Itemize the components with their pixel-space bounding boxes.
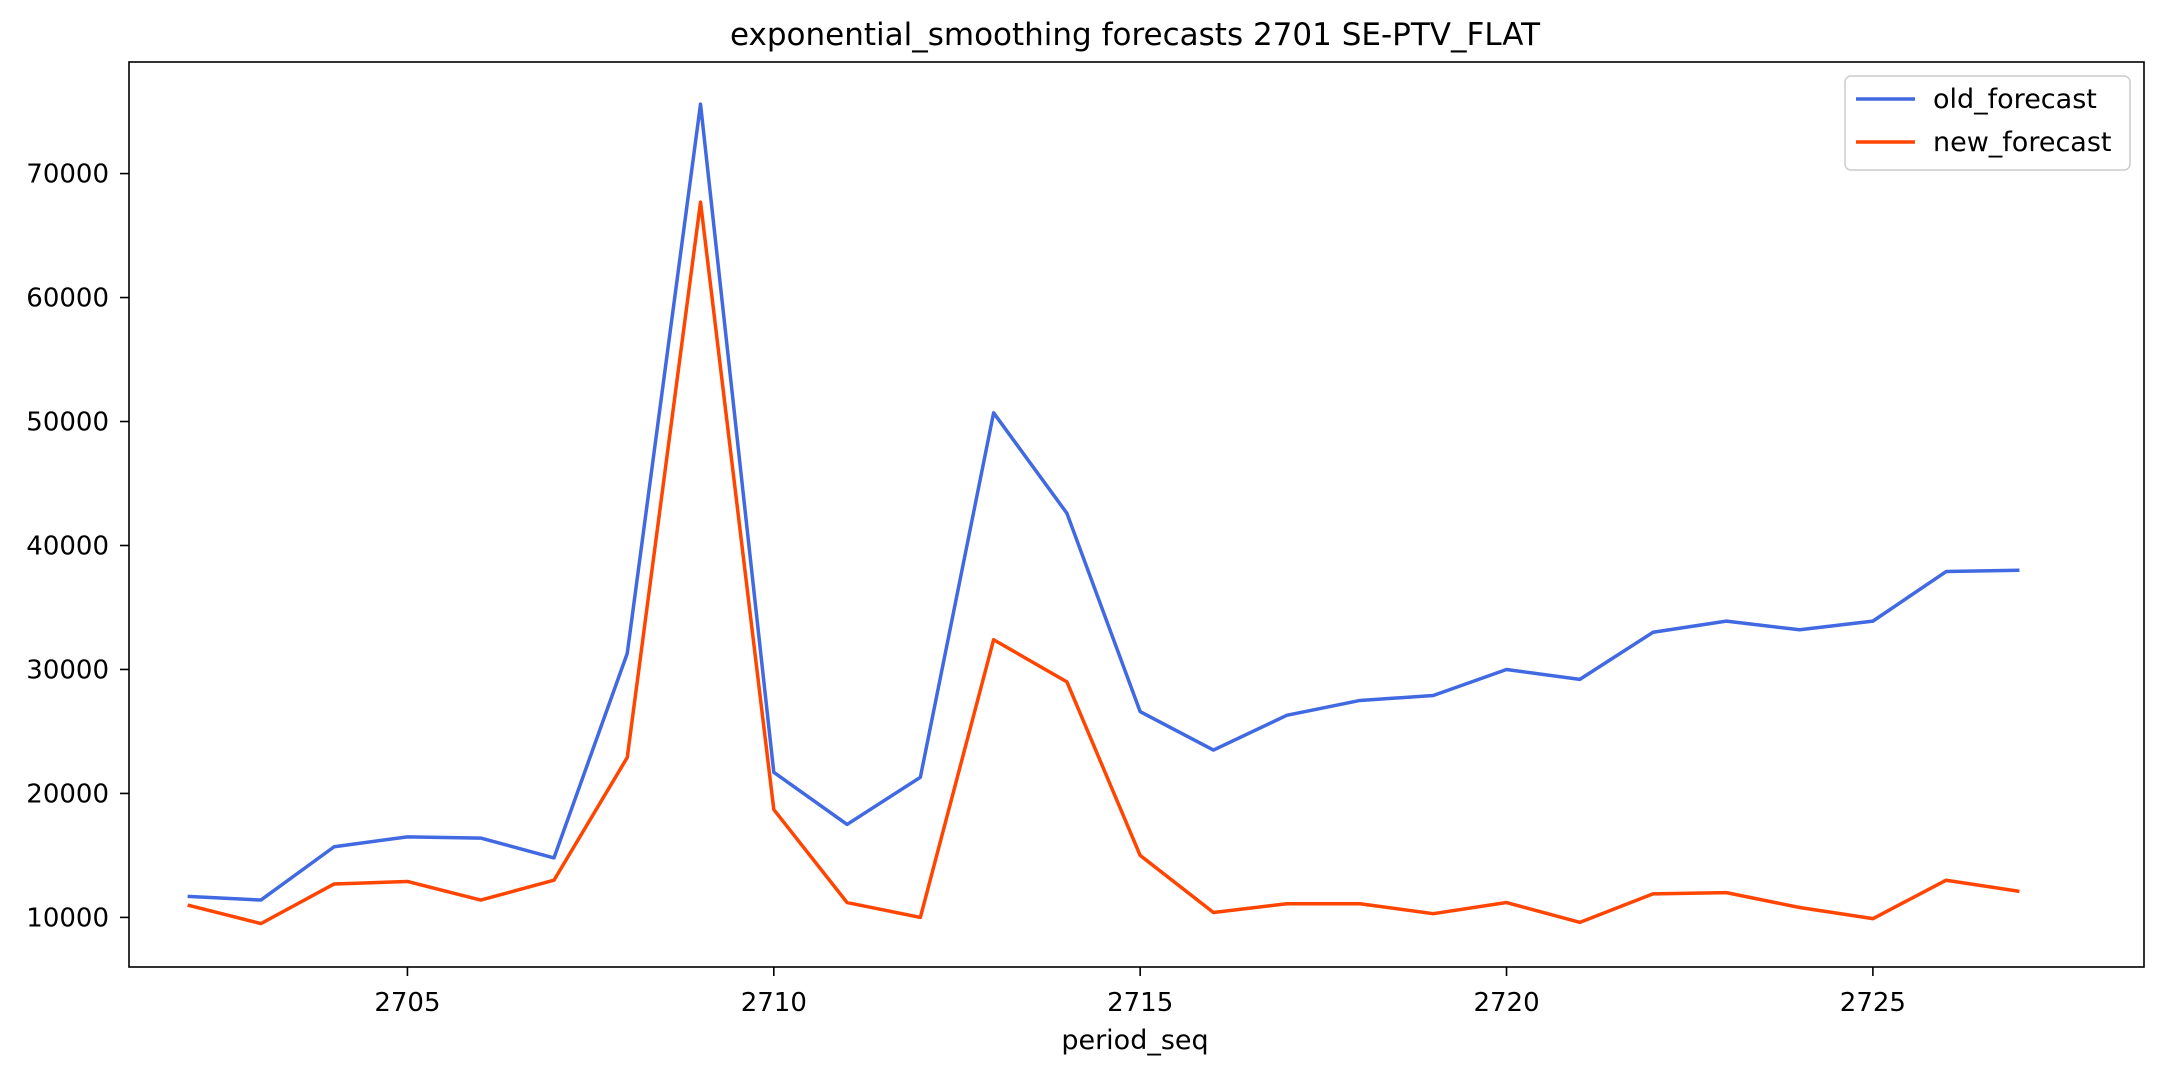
chart-title: exponential_smoothing forecasts 2701 SE-… [730,17,1541,53]
series-line-old-forecast [187,102,2020,902]
series-layer [187,102,2020,926]
y-tick-label: 30000 [26,655,109,685]
y-tick-label: 40000 [26,531,109,561]
legend: old_forecast new_forecast [1844,75,2131,171]
x-tick-label: 2725 [1840,988,1906,1018]
x-tick-label: 2720 [1473,988,1539,1018]
x-tick-label: 2705 [374,988,440,1018]
x-tick-label: 2715 [1107,988,1173,1018]
y-tick-label: 20000 [26,779,109,809]
y-tick-label: 60000 [26,284,109,314]
y-tick-label: 70000 [26,160,109,190]
y-tick-label: 50000 [26,408,109,438]
series-line-new-forecast [187,200,2020,926]
legend-box [1844,75,2131,171]
x-axis: 2705 2710 2715 2720 2725 [374,967,1906,1018]
x-axis-label: period_seq [1061,1025,1208,1056]
y-tick-label: 10000 [26,903,109,933]
y-axis: 10000 20000 30000 40000 50000 60000 70000 [26,160,129,933]
legend-label-new-forecast: new_forecast [1933,127,2112,158]
legend-label-old-forecast: old_forecast [1933,84,2097,115]
plot-frame [128,61,2145,968]
x-tick-label: 2710 [741,988,807,1018]
